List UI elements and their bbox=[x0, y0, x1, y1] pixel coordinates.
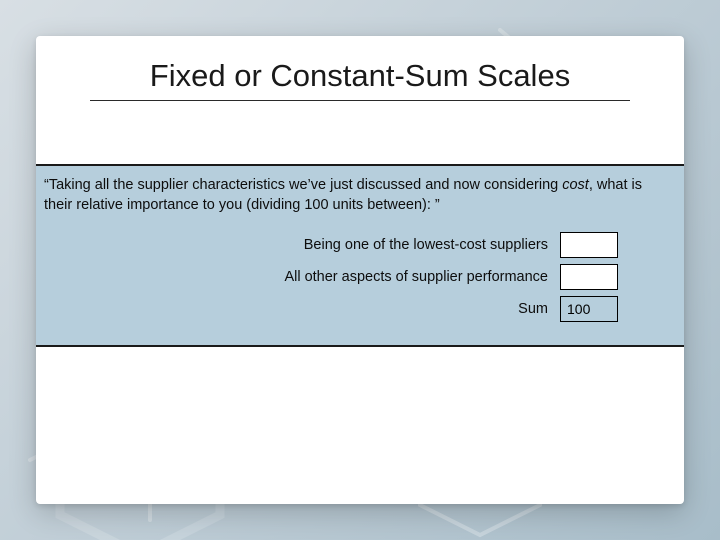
sum-row: Sum 100 bbox=[36, 293, 684, 325]
row-input-box[interactable] bbox=[560, 264, 618, 290]
prompt-emphasis: cost bbox=[562, 177, 589, 193]
question-panel-inner: “Taking all the supplier characteristics… bbox=[36, 166, 684, 345]
row-input-box[interactable] bbox=[560, 232, 618, 258]
sum-value-box: 100 bbox=[560, 296, 618, 322]
allocation-rows: Being one of the lowest-cost suppliers A… bbox=[36, 229, 684, 345]
sum-label: Sum bbox=[36, 301, 560, 317]
slide-card: Fixed or Constant-Sum Scales “Taking all… bbox=[36, 36, 684, 504]
allocation-row: Being one of the lowest-cost suppliers bbox=[36, 229, 684, 261]
question-panel: “Taking all the supplier characteristics… bbox=[36, 164, 684, 347]
sum-value: 100 bbox=[567, 301, 590, 317]
row-label: Being one of the lowest-cost suppliers bbox=[36, 237, 560, 253]
row-label: All other aspects of supplier performanc… bbox=[36, 269, 560, 285]
prompt-prefix: “Taking all the supplier characteristics… bbox=[44, 177, 562, 193]
slide-title: Fixed or Constant-Sum Scales bbox=[36, 58, 684, 94]
allocation-row: All other aspects of supplier performanc… bbox=[36, 261, 684, 293]
question-prompt: “Taking all the supplier characteristics… bbox=[36, 166, 684, 229]
title-underline bbox=[90, 100, 630, 101]
